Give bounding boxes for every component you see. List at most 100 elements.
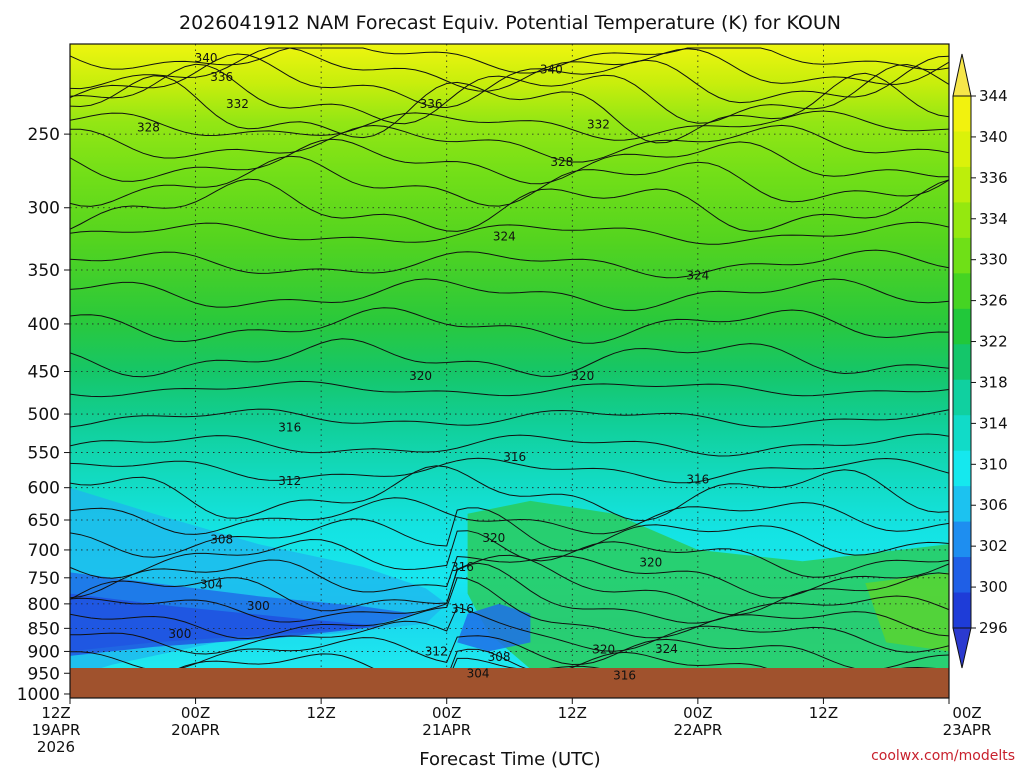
colorbar-tick-label: 322 bbox=[979, 333, 1008, 351]
cool-wedge-deep bbox=[70, 593, 384, 656]
contour-label: 336 bbox=[420, 97, 443, 111]
contour-label: 340 bbox=[195, 51, 218, 65]
contour-label: 312 bbox=[278, 474, 301, 488]
colorbar-swatch bbox=[953, 131, 971, 168]
y-tick-label: 600 bbox=[28, 479, 60, 499]
contour-line bbox=[70, 507, 949, 558]
contour-labels: 340 340 336 336 332 332 328 328 324 324 320 320 316 3… bbox=[137, 51, 709, 682]
cool-pocket-fill bbox=[457, 603, 531, 652]
colorbar-tick-label: 314 bbox=[979, 414, 1008, 432]
contour-label: 316 bbox=[686, 473, 709, 487]
colorbar-swatch bbox=[953, 557, 971, 594]
colorbar-swatch bbox=[953, 202, 971, 239]
colorbar-tick-label: 340 bbox=[979, 128, 1008, 146]
contour-line bbox=[70, 53, 949, 109]
contour-label: 300 bbox=[168, 627, 191, 641]
y-tick-label: 950 bbox=[28, 664, 60, 684]
contour-line bbox=[70, 47, 949, 92]
y-tick-label: 450 bbox=[28, 362, 60, 382]
colorbar-swatch bbox=[953, 521, 971, 558]
colorbar-tick-label: 344 bbox=[979, 87, 1008, 105]
contour-label: 328 bbox=[550, 155, 573, 169]
contour-label: 320 bbox=[639, 555, 662, 569]
colorbar-tick-label: 310 bbox=[979, 455, 1008, 473]
colorbar-tick-label: 326 bbox=[979, 292, 1008, 310]
y-tick-label: 350 bbox=[28, 261, 60, 281]
contour-line bbox=[70, 47, 949, 74]
contour-label: 308 bbox=[210, 532, 233, 546]
colorbar-swatch bbox=[953, 344, 971, 381]
colorbar-tick-label: 334 bbox=[979, 210, 1008, 228]
y-axis: 250 300 350 400 450 500 550 600 650 700 750 800 850 9… bbox=[17, 125, 70, 705]
x-tick-label: 00Z bbox=[181, 704, 210, 722]
contour-line bbox=[70, 63, 949, 125]
y-tick-label: 700 bbox=[28, 541, 60, 561]
y-tick-label: 250 bbox=[28, 125, 60, 145]
y-tick-label: 850 bbox=[28, 619, 60, 639]
y-tick-label: 650 bbox=[28, 511, 60, 531]
y-tick-label: 300 bbox=[28, 199, 60, 219]
y-tick-label: 800 bbox=[28, 595, 60, 615]
contour-line bbox=[70, 555, 949, 599]
x-tick-label: 00Z bbox=[952, 704, 981, 722]
colorbar-tick-label: 330 bbox=[979, 251, 1008, 269]
contour-line bbox=[70, 577, 949, 640]
x-tick-label: 12Z bbox=[306, 704, 335, 722]
contour-label: 304 bbox=[467, 666, 490, 680]
contour-label: 332 bbox=[587, 117, 610, 131]
contour-line bbox=[70, 433, 949, 457]
x-tick-label: 00Z bbox=[683, 704, 712, 722]
colorbar-arrow-bottom bbox=[952, 627, 972, 669]
contour-label: 300 bbox=[247, 599, 270, 613]
plot-area: 340 340 336 336 332 332 328 328 324 324 320 320 316 3… bbox=[70, 44, 949, 698]
contour-line bbox=[70, 124, 949, 163]
x-tick-date: 23APR bbox=[943, 721, 992, 739]
x-tick-label: 00Z bbox=[432, 704, 461, 722]
colorbar-arrow-top bbox=[952, 53, 972, 97]
contour-label: 324 bbox=[655, 642, 678, 656]
contour-line bbox=[70, 338, 949, 378]
colorbar-tick-label: 300 bbox=[979, 578, 1008, 596]
contour-line bbox=[70, 554, 949, 616]
colorbar-tick-label: 302 bbox=[979, 537, 1008, 555]
x-tick-date: 22APR bbox=[673, 721, 722, 739]
x-axis-label: Forecast Time (UTC) bbox=[419, 749, 600, 768]
contour-line bbox=[70, 110, 949, 141]
contour-label: 304 bbox=[200, 578, 223, 592]
contour-label: 320 bbox=[571, 369, 594, 383]
colorbar-swatch bbox=[953, 237, 971, 274]
moist-tongue-core bbox=[865, 572, 949, 652]
colorbar-frame bbox=[952, 95, 972, 629]
contour-label: 320 bbox=[592, 643, 615, 657]
colorbar-swatch bbox=[953, 450, 971, 487]
contour-line bbox=[70, 307, 949, 344]
y-tick-label: 550 bbox=[28, 444, 60, 464]
credit-text: coolwx.com/modelts bbox=[871, 748, 1015, 764]
y-tick-label: 400 bbox=[28, 315, 60, 335]
contour-line bbox=[70, 178, 949, 232]
y-tick-label: 1000 bbox=[17, 685, 60, 705]
contour-label: 320 bbox=[409, 369, 432, 383]
contour-label: 328 bbox=[137, 121, 160, 135]
contour-line bbox=[70, 138, 949, 185]
colorbar-swatch bbox=[953, 415, 971, 452]
colorbar-swatch bbox=[953, 96, 971, 132]
x-tick-label: 12Z bbox=[41, 704, 70, 722]
contour-line bbox=[70, 465, 949, 522]
ground-below-surface bbox=[70, 668, 949, 698]
contour-label: 332 bbox=[226, 97, 249, 111]
contour-line bbox=[70, 457, 949, 484]
low-level-cool-pocket bbox=[457, 603, 531, 652]
colorbar: 344 340 336 334 330 326 322 318 314 310 306 302 300 2… bbox=[952, 53, 1008, 669]
contour-label: 324 bbox=[686, 269, 709, 283]
colorbar-tick-label: 296 bbox=[979, 619, 1008, 637]
contour-line bbox=[70, 408, 949, 428]
colorbar-swatch bbox=[953, 379, 971, 416]
contour-label: 312 bbox=[425, 644, 448, 658]
y-tick-label: 750 bbox=[28, 569, 60, 589]
colorbar-swatch bbox=[953, 486, 971, 523]
contour-line bbox=[70, 72, 949, 144]
contour-label: 308 bbox=[488, 650, 511, 664]
